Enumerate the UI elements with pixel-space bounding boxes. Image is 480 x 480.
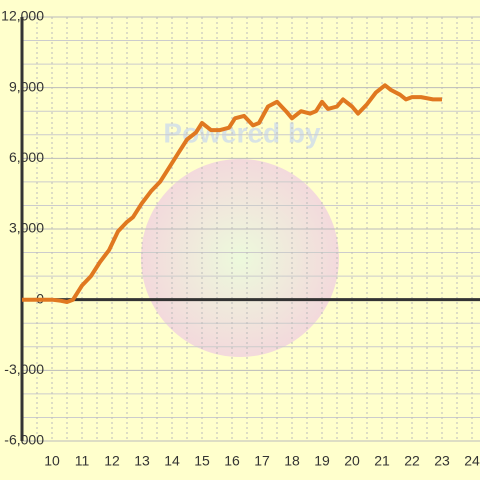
x-tick-label: 10 — [44, 453, 60, 469]
y-tick-label: -6,000 — [4, 432, 44, 448]
x-tick-label: 18 — [284, 453, 300, 469]
y-tick-label: 9,000 — [9, 78, 44, 94]
x-tick-label: 21 — [374, 453, 390, 469]
y-tick-label: -3,000 — [4, 361, 44, 377]
watermark-text: Powered by — [163, 117, 321, 148]
x-tick-label: 23 — [434, 453, 450, 469]
y-tick-label: 12,000 — [1, 8, 44, 24]
x-tick-label: 20 — [344, 453, 360, 469]
watermark-logo — [141, 159, 339, 357]
x-tick-label: 22 — [404, 453, 420, 469]
line — [22, 83, 442, 304]
x-tick-label: 19 — [314, 453, 330, 469]
x-tick-label: 15 — [194, 453, 210, 469]
x-tick-label: 14 — [164, 453, 180, 469]
x-tick-label: 16 — [224, 453, 240, 469]
y-tick-label: 3,000 — [9, 220, 44, 236]
x-tick-label: 24 — [464, 453, 480, 469]
y-tick-label: 6,000 — [9, 149, 44, 165]
x-tick-label: 11 — [75, 453, 90, 469]
x-tick-label: 12 — [104, 453, 120, 469]
x-tick-label: 17 — [254, 453, 270, 469]
x-tick-label: 13 — [134, 453, 150, 469]
